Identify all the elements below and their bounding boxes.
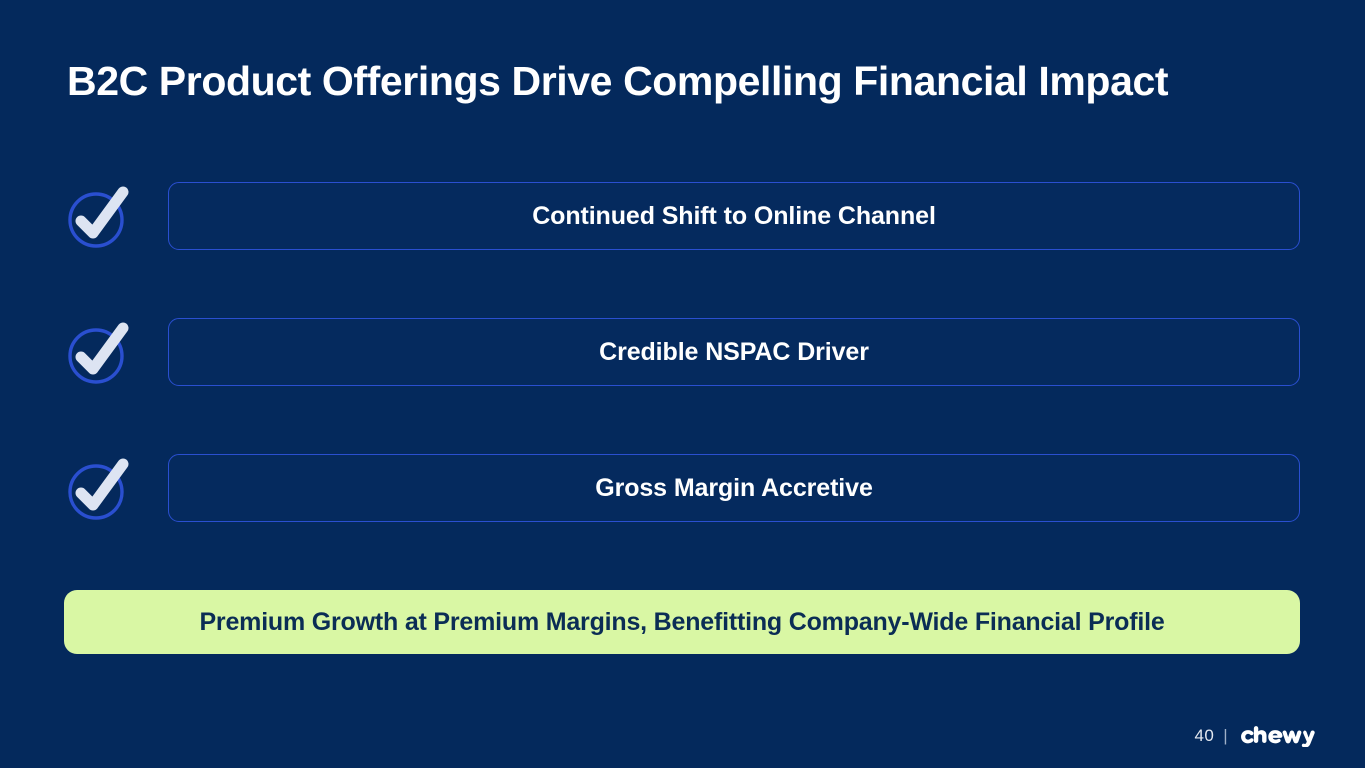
bullet-row: Gross Margin Accretive <box>64 453 1300 523</box>
bullet-row: Credible NSPAC Driver <box>64 317 1300 387</box>
takeaway-banner: Premium Growth at Premium Margins, Benef… <box>64 590 1300 654</box>
page-number: 40 <box>1194 726 1215 745</box>
slide-footer: 40 | <box>1195 722 1321 750</box>
bullet-row: Continued Shift to Online Channel <box>64 181 1300 251</box>
bullet-box[interactable]: Continued Shift to Online Channel <box>168 182 1300 250</box>
page-title: B2C Product Offerings Drive Compelling F… <box>67 58 1169 104</box>
check-circle-icon <box>64 182 132 250</box>
bullet-label: Continued Shift to Online Channel <box>532 201 936 230</box>
chewy-wordmark-logo <box>1237 725 1321 747</box>
footer-divider: | <box>1223 726 1228 745</box>
bullet-label: Gross Margin Accretive <box>595 473 873 502</box>
check-circle-icon <box>64 454 132 522</box>
bullet-box[interactable]: Gross Margin Accretive <box>168 454 1300 522</box>
check-circle-icon <box>64 318 132 386</box>
bullet-label: Credible NSPAC Driver <box>599 337 869 366</box>
bullet-box[interactable]: Credible NSPAC Driver <box>168 318 1300 386</box>
takeaway-text: Premium Growth at Premium Margins, Benef… <box>199 607 1165 636</box>
